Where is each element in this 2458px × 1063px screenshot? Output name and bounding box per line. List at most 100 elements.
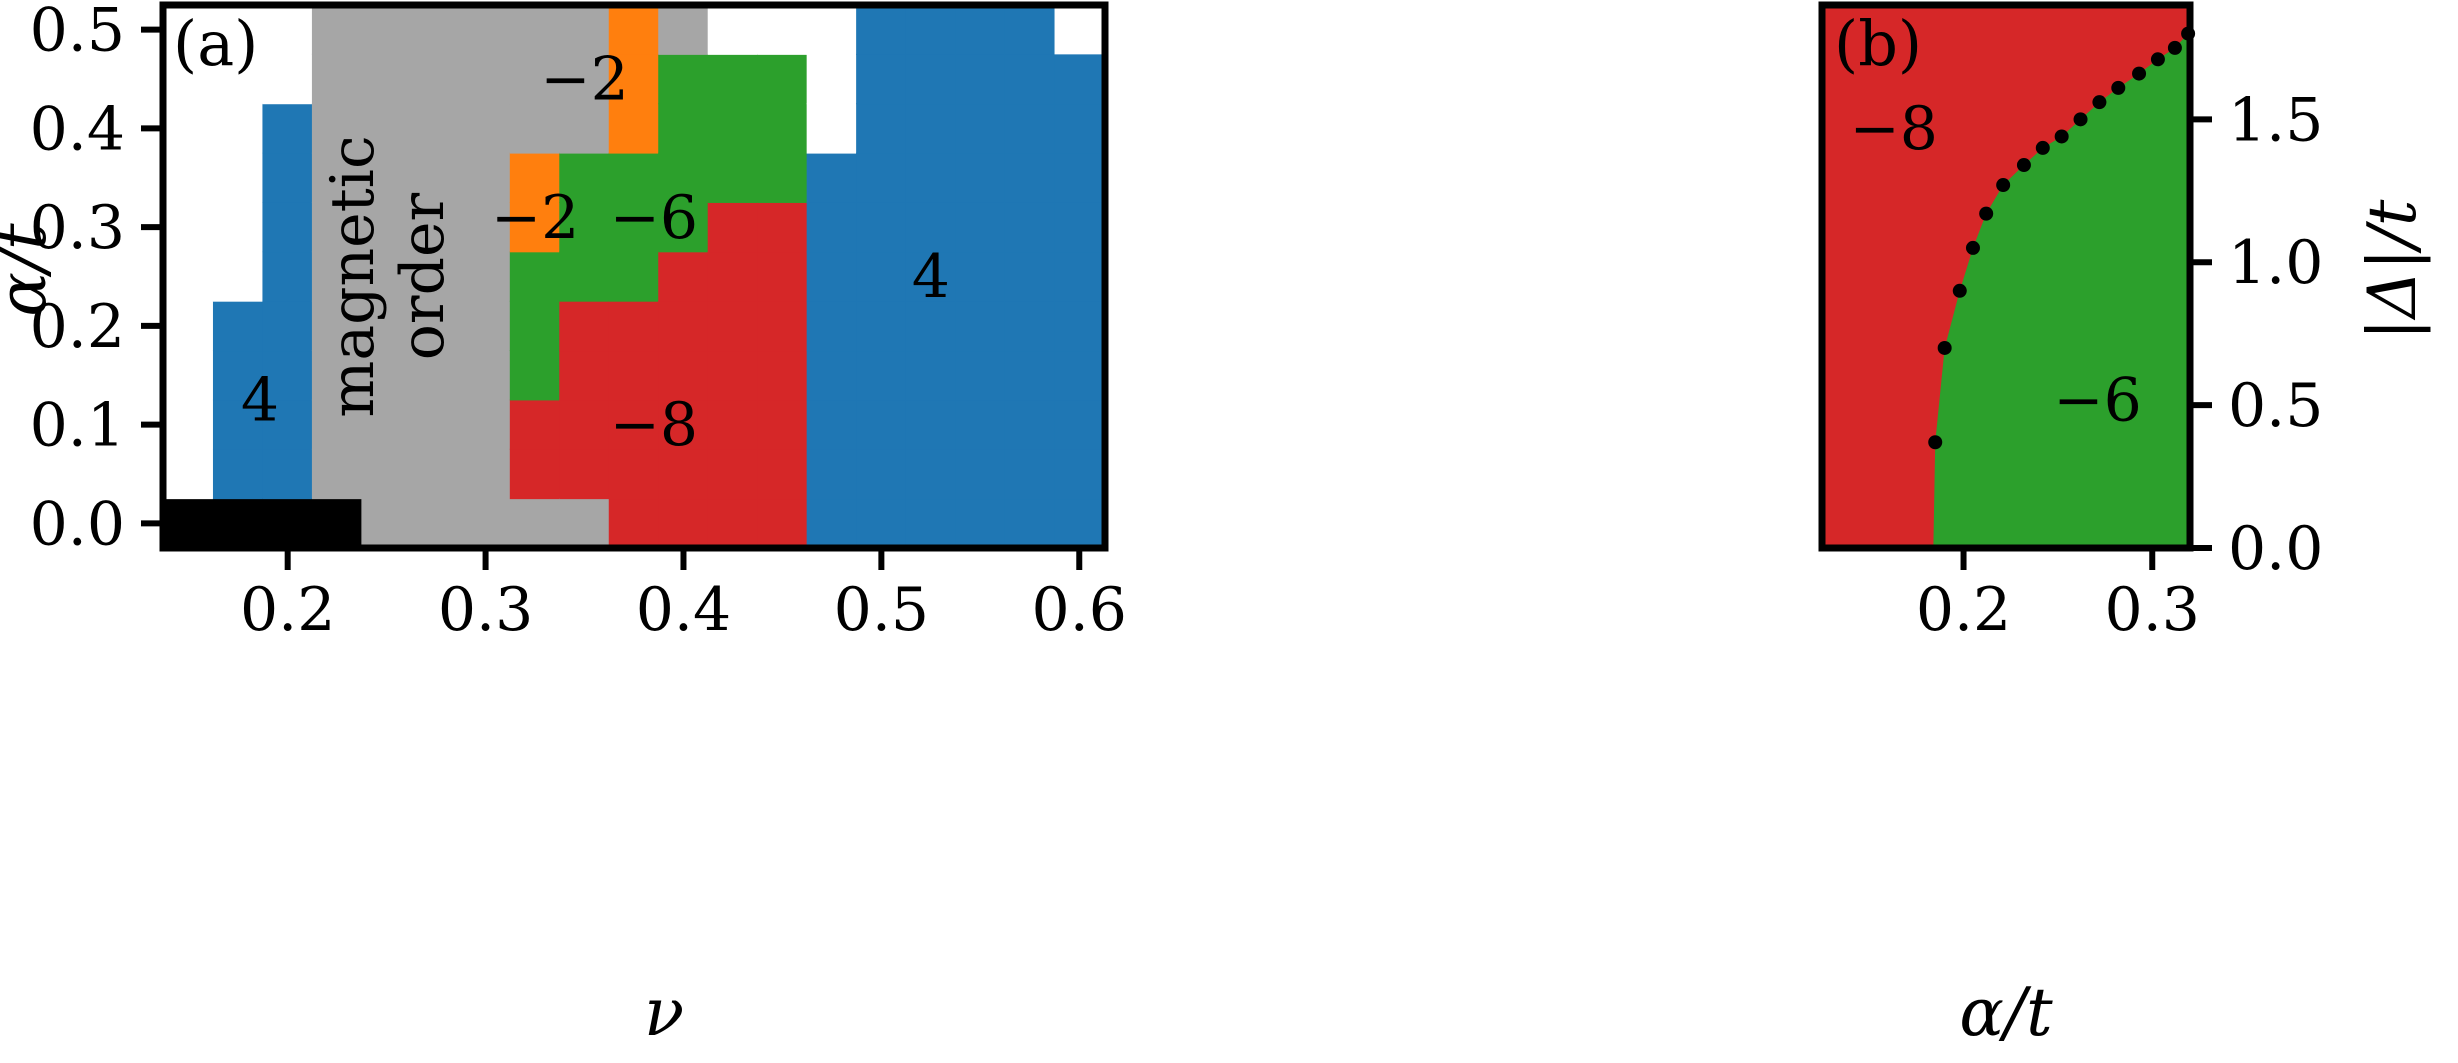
- heatmap-cell: [905, 53, 957, 105]
- x-tick-label: 0.3: [438, 575, 533, 645]
- heatmap-cell: [757, 53, 808, 105]
- heatmap-cell: [658, 103, 709, 154]
- heatmap-cell: [658, 399, 709, 450]
- x-tick-label: 0.3: [2105, 575, 2200, 645]
- panel-a-frame: [159, 1, 1109, 552]
- y-tick-label: 0.4: [30, 94, 125, 164]
- heatmap-cell: [361, 399, 412, 450]
- heatmap-cell: [806, 53, 858, 105]
- heatmap-cell: [509, 448, 561, 500]
- heatmap-cell: [757, 152, 808, 203]
- panel-b-label: (b): [1834, 7, 1922, 80]
- heatmap-cell: [559, 53, 610, 105]
- heatmap-cell: [163, 103, 214, 154]
- heatmap-cell: [806, 103, 858, 154]
- heatmap-cell: [955, 399, 1006, 450]
- heatmap-cell: [559, 300, 610, 352]
- heatmap-cell: [806, 300, 858, 352]
- heatmap-cell: [559, 448, 610, 500]
- heatmap-cell: [1004, 498, 1056, 549]
- y-tick-label: 0.2: [30, 292, 125, 362]
- heatmap-cell: [806, 251, 858, 302]
- heatmap-cell: [410, 448, 462, 500]
- y-tick-label: 0.0: [30, 489, 125, 559]
- heatmap-cell: [212, 53, 264, 105]
- heatmap-cell: [361, 498, 412, 549]
- heatmap-cell: [806, 201, 858, 253]
- heatmap-cell: [460, 399, 511, 450]
- heatmap-cell: [707, 53, 759, 105]
- panel-b-annotations: −8 −6: [1849, 94, 2141, 435]
- heatmap-cell: [163, 53, 214, 105]
- heatmap-cell: [757, 399, 808, 450]
- heatmap-cell: [856, 300, 907, 352]
- heatmap-cell: [707, 103, 759, 154]
- heatmap-cell: [905, 448, 957, 500]
- heatmap-cell: [509, 300, 561, 352]
- heatmap-cell: [806, 4, 858, 55]
- panel-b-regions: [1822, 5, 2190, 548]
- heatmap-cell: [311, 201, 363, 253]
- heatmap-cell: [658, 4, 709, 55]
- heatmap-cell: [856, 498, 907, 549]
- boundary-point: [2054, 129, 2069, 144]
- heatmap-cell: [262, 53, 313, 105]
- x-tick-label: 0.6: [1032, 575, 1127, 645]
- panel-a-x-axis-label: ν: [644, 974, 684, 1051]
- heatmap-cell: [212, 498, 264, 549]
- heatmap-cell: [559, 4, 610, 55]
- boundary-point: [2016, 158, 2031, 173]
- heatmap-cell: [1004, 448, 1056, 500]
- x-tick-label: 0.4: [636, 575, 731, 645]
- heatmap-cell: [707, 4, 759, 55]
- heatmap-cell: [1054, 399, 1105, 450]
- boundary-point: [2167, 40, 2182, 55]
- y-tick-label: 0.0: [2228, 514, 2323, 584]
- y-tick-label: 0.3: [30, 193, 125, 263]
- region-label: magnetic: [318, 135, 388, 417]
- boundary-point: [2092, 95, 2107, 110]
- heatmap-cell: [311, 350, 363, 401]
- heatmap-cell: [806, 498, 858, 549]
- heatmap-cell: [707, 350, 759, 401]
- heatmap-cell: [460, 498, 511, 549]
- heatmap-cell: [608, 399, 660, 450]
- boundary-point: [1979, 206, 1994, 221]
- heatmap-cell: [311, 53, 363, 105]
- boundary-point: [2035, 140, 2050, 155]
- heatmap-cell: [1004, 201, 1056, 253]
- heatmap-cell: [460, 251, 511, 302]
- boundary-point: [1937, 340, 1952, 355]
- heatmap-cell: [311, 399, 363, 450]
- panel-b-y-axis-label: |Δ|/t: [2354, 199, 2431, 340]
- heatmap-cell: [559, 399, 610, 450]
- heatmap-cell: [806, 448, 858, 500]
- region-label: order: [388, 192, 458, 360]
- heatmap-cell: [262, 4, 313, 55]
- heatmap-cell: [212, 251, 264, 302]
- heatmap-cell: [361, 103, 412, 154]
- heatmap-cell: [608, 4, 660, 55]
- heatmap-cell: [1054, 201, 1105, 253]
- heatmap-cell: [361, 152, 412, 203]
- heatmap-cell: [905, 201, 957, 253]
- heatmap-cell: [163, 152, 214, 203]
- heatmap-cell: [757, 498, 808, 549]
- heatmap-cell: [707, 399, 759, 450]
- panel-a-y-ticks: 0.0 0.1 0.2 0.3 0.4 0.5: [30, 0, 163, 559]
- heatmap-cell: [608, 152, 660, 203]
- panel-a-heatmap-cells: [163, 4, 1105, 549]
- heatmap-cell: [460, 350, 511, 401]
- heatmap-cell: [212, 4, 264, 55]
- heatmap-cell: [1004, 53, 1056, 105]
- heatmap-cell: [608, 300, 660, 352]
- heatmap-cell: [410, 4, 462, 55]
- panel-b-green-region: [1933, 33, 2190, 548]
- heatmap-cell: [608, 103, 660, 154]
- panel-a-label: (a): [173, 7, 258, 80]
- heatmap-cell: [1004, 152, 1056, 203]
- heatmap-cell: [856, 53, 907, 105]
- heatmap-cell: [955, 498, 1006, 549]
- heatmap-cell: [163, 201, 214, 253]
